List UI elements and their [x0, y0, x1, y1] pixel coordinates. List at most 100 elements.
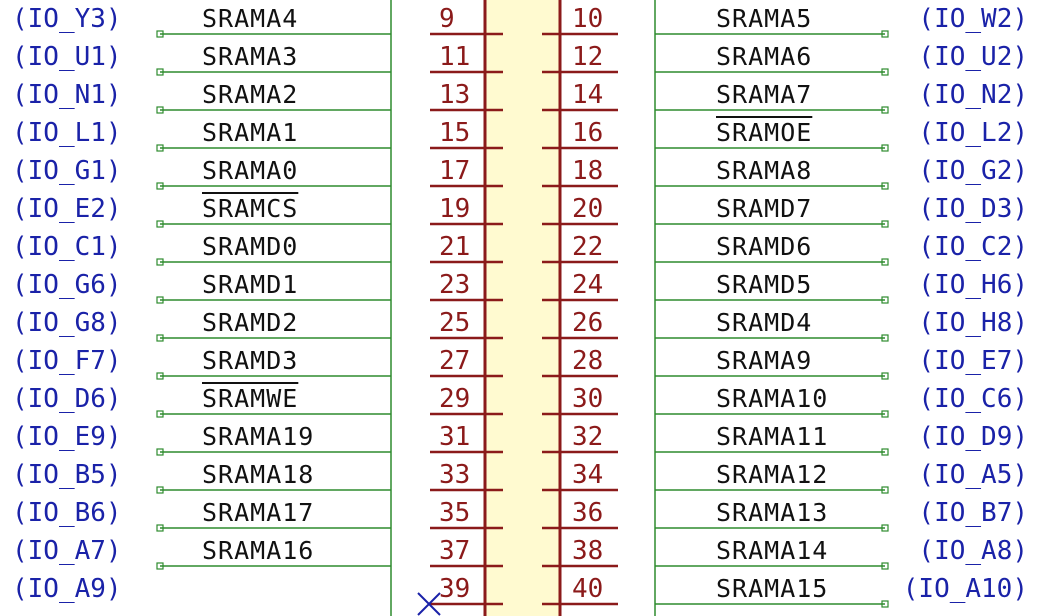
pin-number-left: 33 [439, 460, 471, 490]
io-label-left: (IO_F7) [12, 346, 122, 376]
connection-square-left [156, 220, 164, 228]
net-label-left: SRAMD3 [202, 346, 299, 375]
connection-square-right [881, 524, 889, 532]
io-label-left: (IO_C1) [12, 232, 122, 262]
connector-body [483, 0, 562, 616]
pin-number-left: 27 [439, 346, 471, 376]
net-label-right: SRAMA10 [716, 384, 829, 413]
io-label-right: (IO_W2) [918, 4, 1028, 34]
connection-square-right [881, 600, 889, 608]
pin-number-left: 13 [439, 80, 471, 110]
pin-number-right: 20 [572, 194, 604, 224]
io-label-left: (IO_B6) [12, 498, 122, 528]
connection-square-right [881, 296, 889, 304]
net-label-right: SRAMA12 [716, 460, 829, 489]
connection-square-left [156, 182, 164, 190]
pin-number-left: 31 [439, 422, 471, 452]
net-label-right: SRAMOE [716, 118, 813, 147]
io-label-right: (IO_U2) [918, 42, 1028, 72]
connection-square-right [881, 144, 889, 152]
net-label-right: SRAMD7 [716, 194, 813, 223]
io-label-right: (IO_E7) [918, 346, 1028, 376]
connection-square-left [156, 524, 164, 532]
connection-square-left [156, 486, 164, 494]
connection-square-right [881, 372, 889, 380]
connection-square-right [881, 220, 889, 228]
connection-square-right [881, 562, 889, 570]
pin-number-right: 12 [572, 42, 604, 72]
net-label-left: SRAMA2 [202, 80, 299, 109]
connection-square-left [156, 258, 164, 266]
pin-number-right: 24 [572, 270, 604, 300]
io-label-right: (IO_N2) [918, 80, 1028, 110]
net-label-left: SRAMD0 [202, 232, 299, 261]
connection-square-right [881, 258, 889, 266]
io-label-left: (IO_E2) [12, 194, 122, 224]
io-label-right: (IO_H8) [918, 308, 1028, 338]
connection-square-left [156, 68, 164, 76]
net-label-left: SRAMA0 [202, 156, 299, 185]
net-label-right: SRAMA8 [716, 156, 813, 185]
pin-number-left: 9 [439, 4, 455, 34]
net-label-right: SRAMD4 [716, 308, 813, 337]
connection-square-left [156, 144, 164, 152]
connection-square-left [156, 410, 164, 418]
io-label-right: (IO_G2) [918, 156, 1028, 186]
no-connect-marker [417, 592, 441, 616]
net-label-right: SRAMA13 [716, 498, 829, 527]
io-label-right: (IO_H6) [918, 270, 1028, 300]
net-label-right: SRAMA9 [716, 346, 813, 375]
io-label-right: (IO_A5) [918, 460, 1028, 490]
io-label-left: (IO_L1) [12, 118, 122, 148]
connection-square-left [156, 448, 164, 456]
connection-square-left [156, 106, 164, 114]
net-label-right: SRAMA15 [716, 574, 829, 603]
net-label-right: SRAMA7 [716, 80, 813, 109]
io-label-left: (IO_G1) [12, 156, 122, 186]
pin-number-left: 23 [439, 270, 471, 300]
net-label-left: SRAMA3 [202, 42, 299, 71]
net-label-left: SRAMA17 [202, 498, 315, 527]
net-label-left: SRAMA16 [202, 536, 315, 565]
pin-number-left: 35 [439, 498, 471, 528]
connection-square-left [156, 562, 164, 570]
pin-number-left: 29 [439, 384, 471, 414]
net-label-left: SRAMD1 [202, 270, 299, 299]
io-label-right: (IO_B7) [918, 498, 1028, 528]
io-label-left: (IO_A7) [12, 536, 122, 566]
pin-number-left: 17 [439, 156, 471, 186]
io-label-right: (IO_C6) [918, 384, 1028, 414]
io-label-left: (IO_B5) [12, 460, 122, 490]
pin-number-right: 18 [572, 156, 604, 186]
pin-number-right: 28 [572, 346, 604, 376]
pin-number-left: 21 [439, 232, 471, 262]
net-label-left: SRAMD2 [202, 308, 299, 337]
io-label-right: (IO_L2) [918, 118, 1028, 148]
connection-square-right [881, 334, 889, 342]
pin-number-right: 10 [572, 4, 604, 34]
pin-number-left: 15 [439, 118, 471, 148]
io-label-left: (IO_G6) [12, 270, 122, 300]
net-label-right: SRAMD6 [716, 232, 813, 261]
net-label-right: SRAMA11 [716, 422, 829, 451]
pin-number-left: 11 [439, 42, 471, 72]
pin-number-right: 16 [572, 118, 604, 148]
io-label-right: (IO_D9) [918, 422, 1028, 452]
pin-number-right: 22 [572, 232, 604, 262]
net-label-right: SRAMA6 [716, 42, 813, 71]
connection-square-right [881, 30, 889, 38]
pin-number-left: 19 [439, 194, 471, 224]
pin-number-left: 37 [439, 536, 471, 566]
pin-number-right: 38 [572, 536, 604, 566]
io-label-left: (IO_Y3) [12, 4, 122, 34]
pin-number-left: 39 [439, 574, 471, 604]
connection-square-right [881, 448, 889, 456]
pin-number-left: 25 [439, 308, 471, 338]
connection-square-left [156, 30, 164, 38]
pin-number-right: 30 [572, 384, 604, 414]
io-label-left: (IO_A9) [12, 574, 122, 604]
net-label-left: SRAMA4 [202, 4, 299, 33]
io-label-left: (IO_D6) [12, 384, 122, 414]
